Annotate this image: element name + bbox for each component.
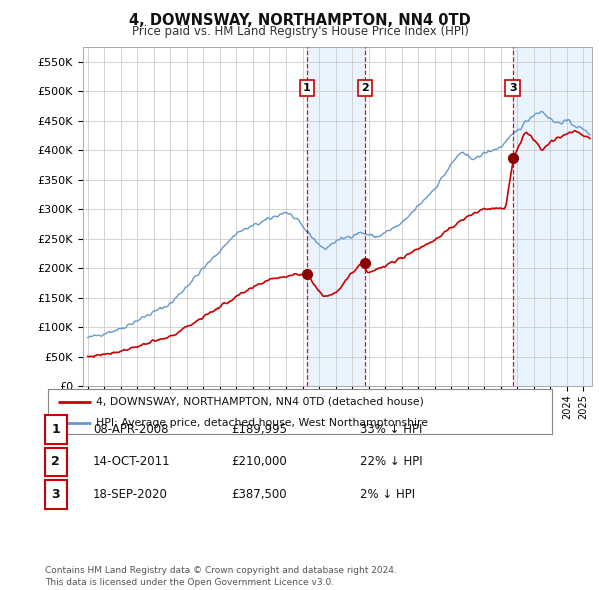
Text: 14-OCT-2011: 14-OCT-2011 — [93, 455, 170, 468]
Text: 3: 3 — [509, 83, 517, 93]
Text: 2: 2 — [361, 83, 369, 93]
Text: 4, DOWNSWAY, NORTHAMPTON, NN4 0TD (detached house): 4, DOWNSWAY, NORTHAMPTON, NN4 0TD (detac… — [96, 397, 424, 407]
Text: Contains HM Land Registry data © Crown copyright and database right 2024.
This d: Contains HM Land Registry data © Crown c… — [45, 566, 397, 587]
Text: Price paid vs. HM Land Registry's House Price Index (HPI): Price paid vs. HM Land Registry's House … — [131, 25, 469, 38]
Text: 3: 3 — [52, 488, 60, 501]
Text: 1: 1 — [303, 83, 311, 93]
Text: HPI: Average price, detached house, West Northamptonshire: HPI: Average price, detached house, West… — [96, 418, 428, 428]
Text: £189,995: £189,995 — [231, 423, 287, 436]
Text: £210,000: £210,000 — [231, 455, 287, 468]
Text: 08-APR-2008: 08-APR-2008 — [93, 423, 169, 436]
Text: 2% ↓ HPI: 2% ↓ HPI — [360, 488, 415, 501]
Text: 1: 1 — [52, 423, 60, 436]
Text: 4, DOWNSWAY, NORTHAMPTON, NN4 0TD: 4, DOWNSWAY, NORTHAMPTON, NN4 0TD — [129, 13, 471, 28]
Text: 2: 2 — [52, 455, 60, 468]
Text: 33% ↓ HPI: 33% ↓ HPI — [360, 423, 422, 436]
Bar — [307, 47, 365, 386]
Bar — [512, 47, 592, 386]
Text: 18-SEP-2020: 18-SEP-2020 — [93, 488, 168, 501]
Text: £387,500: £387,500 — [231, 488, 287, 501]
Text: 22% ↓ HPI: 22% ↓ HPI — [360, 455, 422, 468]
